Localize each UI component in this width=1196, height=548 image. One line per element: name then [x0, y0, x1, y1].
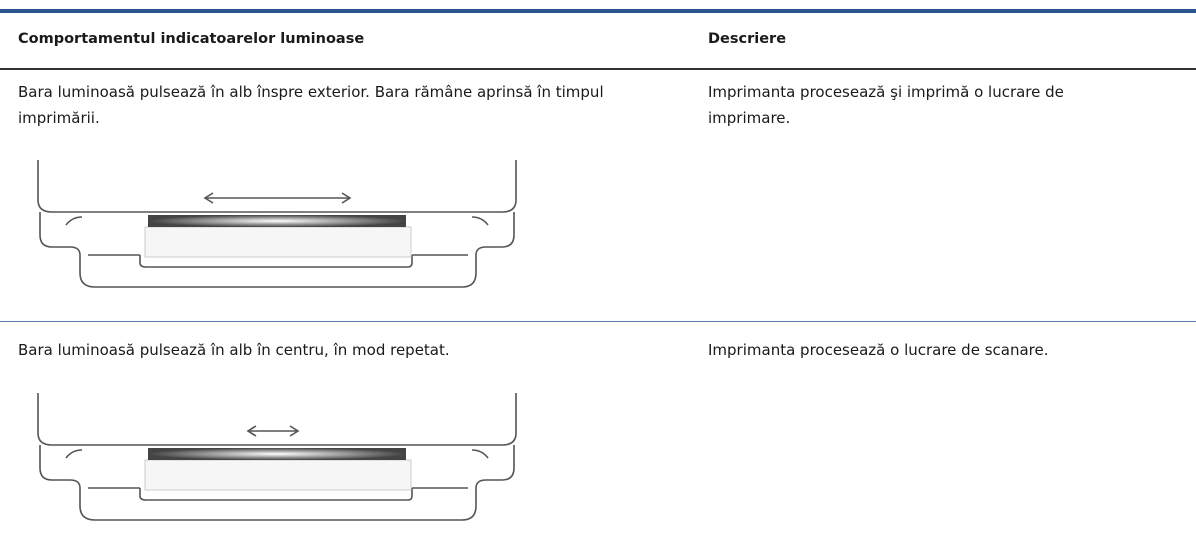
top-rule	[0, 9, 1196, 13]
printer-illustration	[37, 392, 517, 521]
behavior-text: Bara luminoasă pulsează în alb în centru…	[18, 341, 450, 359]
behavior-text: Bara luminoasă pulsează în alb înspre ex…	[18, 83, 604, 127]
printer-illustration	[37, 159, 517, 288]
row-separator	[0, 321, 1196, 322]
description-text: Imprimanta procesează şi imprimă o lucra…	[708, 83, 1064, 127]
header-rule	[0, 68, 1196, 70]
description-text: Imprimanta procesează o lucrare de scana…	[708, 341, 1049, 359]
column-header: Comportamentul indicatoarelor luminoase	[18, 31, 365, 47]
column-header: Descriere	[708, 31, 787, 47]
